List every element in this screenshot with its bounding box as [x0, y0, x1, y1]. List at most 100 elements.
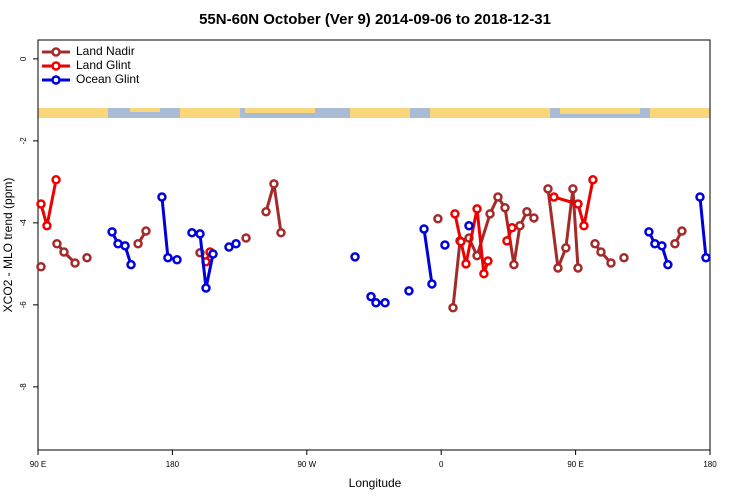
data-point — [479, 268, 489, 279]
data-point — [59, 247, 69, 257]
data-point — [163, 252, 173, 263]
data-point — [573, 263, 583, 273]
data-point — [141, 226, 151, 236]
x-axis-label: Longitude — [349, 476, 402, 490]
data-point — [573, 199, 583, 209]
data-point — [502, 236, 512, 246]
data-point — [590, 239, 600, 249]
y-tick-label: -2 — [19, 137, 28, 145]
y-tick-label: -8 — [19, 383, 28, 391]
data-point — [529, 213, 539, 223]
plot-frame — [37, 39, 711, 451]
data-point — [419, 224, 429, 234]
data-point — [456, 236, 466, 247]
data-point — [241, 233, 251, 243]
data-point — [36, 261, 46, 272]
data-point — [187, 227, 197, 238]
data-point — [619, 252, 629, 263]
data-point — [553, 263, 563, 273]
data-point — [427, 279, 437, 289]
data-point — [157, 192, 167, 202]
data-point — [133, 239, 143, 249]
legend-marker — [51, 61, 61, 71]
data-point — [52, 239, 62, 249]
x-tick-label: 0 — [439, 460, 444, 469]
data-point — [507, 223, 517, 233]
x-tick-label: 90 W — [297, 460, 316, 469]
data-point — [509, 259, 519, 270]
series-line — [160, 196, 178, 262]
data-point — [644, 227, 654, 237]
x-tick-label: 90 E — [567, 460, 583, 469]
data-point — [70, 258, 80, 268]
data-point — [36, 199, 46, 209]
x-tick-label: 180 — [166, 460, 180, 469]
data-point — [472, 204, 482, 214]
data-point — [695, 192, 705, 202]
data-point — [440, 240, 450, 250]
y-tick-label: -4 — [19, 219, 28, 227]
data-point — [461, 259, 471, 269]
y-tick-label: -6 — [19, 301, 28, 309]
data-point — [568, 184, 578, 194]
data-point — [261, 207, 271, 217]
data-point — [276, 227, 286, 238]
map-strip — [38, 108, 710, 118]
data-point — [433, 214, 443, 224]
data-point — [366, 291, 376, 302]
data-point — [670, 239, 680, 249]
data-point — [464, 220, 474, 231]
y-tick-label: 0 — [19, 56, 28, 61]
chart-title: 55N-60N October (Ver 9) 2014-09-06 to 20… — [199, 11, 551, 28]
data-point — [657, 241, 667, 251]
data-point — [596, 247, 606, 257]
data-point — [472, 250, 482, 261]
data-point — [172, 255, 182, 265]
legend-marker — [51, 47, 61, 57]
data-point — [269, 179, 279, 189]
data-point — [450, 209, 460, 219]
data-point — [208, 249, 218, 259]
data-point — [543, 184, 553, 194]
data-point — [515, 220, 525, 231]
data-point — [195, 229, 205, 239]
series-line — [553, 179, 595, 227]
legend-label: Land Glint — [76, 58, 131, 72]
legend-label: Ocean Glint — [76, 72, 140, 86]
data-point — [201, 283, 211, 293]
data-point — [549, 192, 559, 202]
data-point — [120, 241, 130, 251]
legend-label: Land Nadir — [76, 44, 135, 58]
data-point — [107, 227, 117, 237]
data-point — [224, 242, 234, 252]
data-point — [677, 226, 687, 236]
data-point — [82, 252, 92, 263]
data-point — [588, 175, 598, 185]
data-point — [42, 220, 52, 231]
data-point — [701, 252, 711, 263]
x-tick-label: 90 E — [30, 460, 46, 469]
data-point — [371, 298, 381, 308]
data-point — [231, 239, 241, 249]
data-point — [663, 259, 673, 270]
data-point — [380, 298, 390, 308]
series-line — [422, 228, 434, 285]
data-point — [448, 302, 458, 313]
data-point — [350, 252, 360, 262]
series-line — [698, 196, 708, 258]
data-point — [522, 207, 532, 217]
data-point — [561, 243, 571, 253]
data-point — [483, 256, 493, 266]
data-point — [579, 220, 589, 231]
data-point — [485, 209, 495, 219]
data-point — [126, 259, 136, 270]
x-tick-label: 180 — [703, 460, 717, 469]
y-axis-label: XCO2 - MLO trend (ppm) — [1, 178, 15, 313]
data-point — [51, 175, 61, 185]
data-point — [500, 202, 510, 213]
data-point — [493, 192, 503, 202]
legend-marker — [51, 75, 61, 85]
data-point — [606, 258, 616, 268]
data-point — [404, 286, 414, 296]
